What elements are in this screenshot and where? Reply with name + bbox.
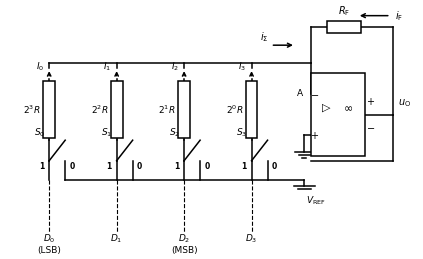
Text: $V_{\rm REF}$: $V_{\rm REF}$	[306, 194, 326, 207]
Bar	[111, 81, 123, 138]
Text: (MSB): (MSB)	[171, 246, 198, 255]
Text: A: A	[297, 89, 303, 98]
Text: $S_2$: $S_2$	[169, 126, 180, 139]
Text: 1: 1	[241, 162, 247, 171]
Text: 0: 0	[272, 162, 277, 171]
Text: $2^3R$: $2^3R$	[23, 103, 41, 116]
Text: 1: 1	[39, 162, 44, 171]
Text: 1: 1	[106, 162, 112, 171]
Bar	[310, 74, 365, 156]
Text: $D_0$: $D_0$	[43, 233, 55, 245]
Text: $R_{\rm F}$: $R_{\rm F}$	[338, 4, 350, 18]
Text: $2^2R$: $2^2R$	[91, 103, 108, 116]
Text: $D_1$: $D_1$	[110, 233, 123, 245]
Text: 1: 1	[174, 162, 179, 171]
Text: 0: 0	[137, 162, 142, 171]
Text: $-$: $-$	[366, 122, 375, 132]
Text: $+$: $+$	[310, 130, 319, 141]
Text: $2^0R$: $2^0R$	[225, 103, 243, 116]
Text: $i_{\Sigma}$: $i_{\Sigma}$	[260, 30, 269, 44]
Text: 0: 0	[204, 162, 209, 171]
Bar	[43, 81, 55, 138]
Text: $I_2$: $I_2$	[171, 61, 179, 73]
Text: $I_3$: $I_3$	[238, 61, 247, 73]
Text: $\infty$: $\infty$	[343, 103, 353, 113]
Text: (LSB): (LSB)	[37, 246, 61, 255]
Text: $i_{\rm F}$: $i_{\rm F}$	[395, 9, 403, 23]
Text: $+$: $+$	[366, 96, 375, 107]
Text: $I_1$: $I_1$	[104, 61, 112, 73]
Text: $I_0$: $I_0$	[36, 61, 44, 73]
Text: 0: 0	[69, 162, 75, 171]
Text: $D_2$: $D_2$	[178, 233, 190, 245]
Text: $2^1R$: $2^1R$	[158, 103, 176, 116]
Text: $D_3$: $D_3$	[245, 233, 258, 245]
Text: $\triangleright$: $\triangleright$	[321, 102, 331, 114]
Text: $S_1$: $S_1$	[101, 126, 113, 139]
Text: $-$: $-$	[310, 89, 319, 99]
Text: $S_0$: $S_0$	[34, 126, 45, 139]
Bar	[178, 81, 190, 138]
Bar	[327, 21, 361, 33]
Text: $S_3$: $S_3$	[236, 126, 247, 139]
Text: $u_{\rm O}$: $u_{\rm O}$	[398, 97, 411, 109]
Bar	[246, 81, 258, 138]
